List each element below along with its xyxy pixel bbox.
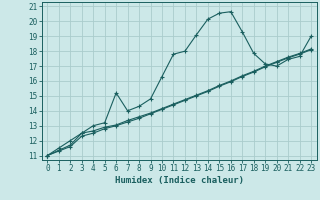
X-axis label: Humidex (Indice chaleur): Humidex (Indice chaleur) bbox=[115, 176, 244, 185]
